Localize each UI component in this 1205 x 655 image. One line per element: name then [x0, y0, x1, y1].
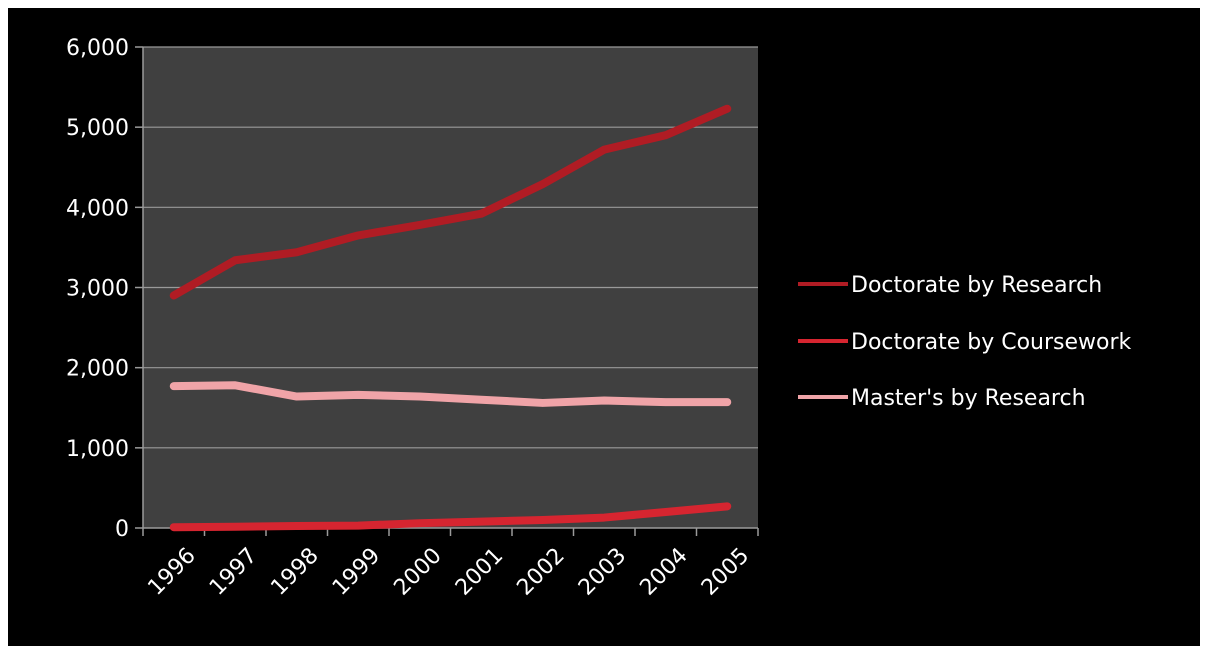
x-tick-label: 2001 — [451, 543, 508, 600]
x-tick-label: 2000 — [389, 543, 446, 600]
y-axis-tick-labels: 0 1,000 2,000 3,000 4,000 5,000 6,000 — [66, 36, 129, 542]
x-tick-label: 2004 — [635, 543, 692, 600]
y-tick-label: 4,000 — [66, 196, 129, 221]
x-tick-label: 2003 — [574, 543, 631, 600]
x-tick-label: 2002 — [512, 543, 569, 600]
series-line-3 — [169, 381, 732, 407]
series-lines — [169, 104, 732, 532]
chart-frame: 0 1,000 2,000 3,000 4,000 5,000 6,000 1996 1997… — [8, 8, 1200, 646]
y-tick-label: 5,000 — [66, 116, 129, 141]
series-line-2 — [169, 502, 732, 532]
y-tick-label: 2,000 — [66, 357, 129, 382]
line-chart: 0 1,000 2,000 3,000 4,000 5,000 6,000 1996 1997… — [66, 36, 1132, 601]
legend-label: Doctorate by Research — [851, 273, 1102, 298]
legend-label: Master's by Research — [851, 386, 1086, 411]
x-axis-tick-labels: 1996 1997 1998 1999 2000 2001 2002 2003 2004 2005 — [143, 543, 754, 600]
x-tick-label: 2005 — [697, 543, 754, 600]
x-tick-label: 1999 — [328, 543, 385, 600]
x-tick-label: 1998 — [266, 543, 323, 600]
x-tick-label: 1996 — [143, 543, 200, 600]
legend: Doctorate by Research Doctorate by Course… — [798, 273, 1132, 411]
y-tick-label: 1,000 — [66, 437, 129, 462]
y-tick-label: 6,000 — [66, 36, 129, 61]
y-tick-label: 3,000 — [66, 277, 129, 302]
gridlines — [143, 46, 758, 449]
y-tick-label: 0 — [115, 517, 129, 542]
legend-label: Doctorate by Coursework — [851, 330, 1132, 355]
x-tick-label: 1997 — [205, 543, 262, 600]
series-line-1 — [169, 104, 732, 300]
